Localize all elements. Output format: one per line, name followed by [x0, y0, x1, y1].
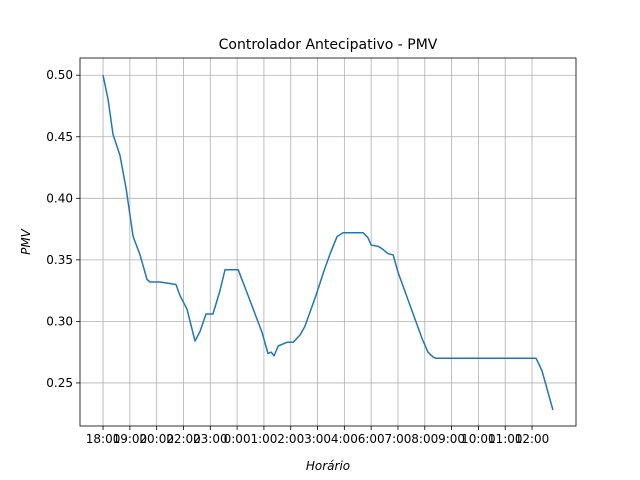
- x-tick-label: 6:00: [358, 432, 385, 446]
- y-tick-label: 0.25: [46, 376, 73, 390]
- x-tick-label: 7:00: [384, 432, 411, 446]
- x-axis-label: Horário: [306, 459, 350, 473]
- y-tick-label: 0.35: [46, 253, 73, 267]
- x-tick-label: 10:00: [461, 432, 496, 446]
- y-tick-label: 0.45: [46, 130, 73, 144]
- x-tick-label: 3:00: [304, 432, 331, 446]
- x-tick-label: 19:00: [113, 432, 148, 446]
- x-tick-label: 11:00: [488, 432, 523, 446]
- x-tick-label: 20:00: [139, 432, 174, 446]
- x-tick-label: 9:00: [438, 432, 465, 446]
- x-tick-label: 22:00: [166, 432, 201, 446]
- x-tick-label: 18:00: [86, 432, 121, 446]
- y-tick-label: 0.30: [46, 314, 73, 328]
- x-tick-label: 1:00: [250, 432, 277, 446]
- y-axis-label: PMV: [19, 228, 33, 255]
- data-line: [102, 75, 554, 411]
- y-tick-label: 0.50: [46, 68, 73, 82]
- chart-title: Controlador Antecipativo - PMV: [219, 37, 438, 53]
- x-tick-label: 12:00: [515, 432, 550, 446]
- x-tick-label: 0:00: [224, 432, 251, 446]
- plot-frame: [79, 57, 577, 427]
- x-tick-label: 8:00: [411, 432, 438, 446]
- x-tick-label: 2:00: [277, 432, 304, 446]
- x-tick-label: 4:00: [331, 432, 358, 446]
- y-tick-label: 0.40: [46, 191, 73, 205]
- x-tick-label: 23:00: [193, 432, 228, 446]
